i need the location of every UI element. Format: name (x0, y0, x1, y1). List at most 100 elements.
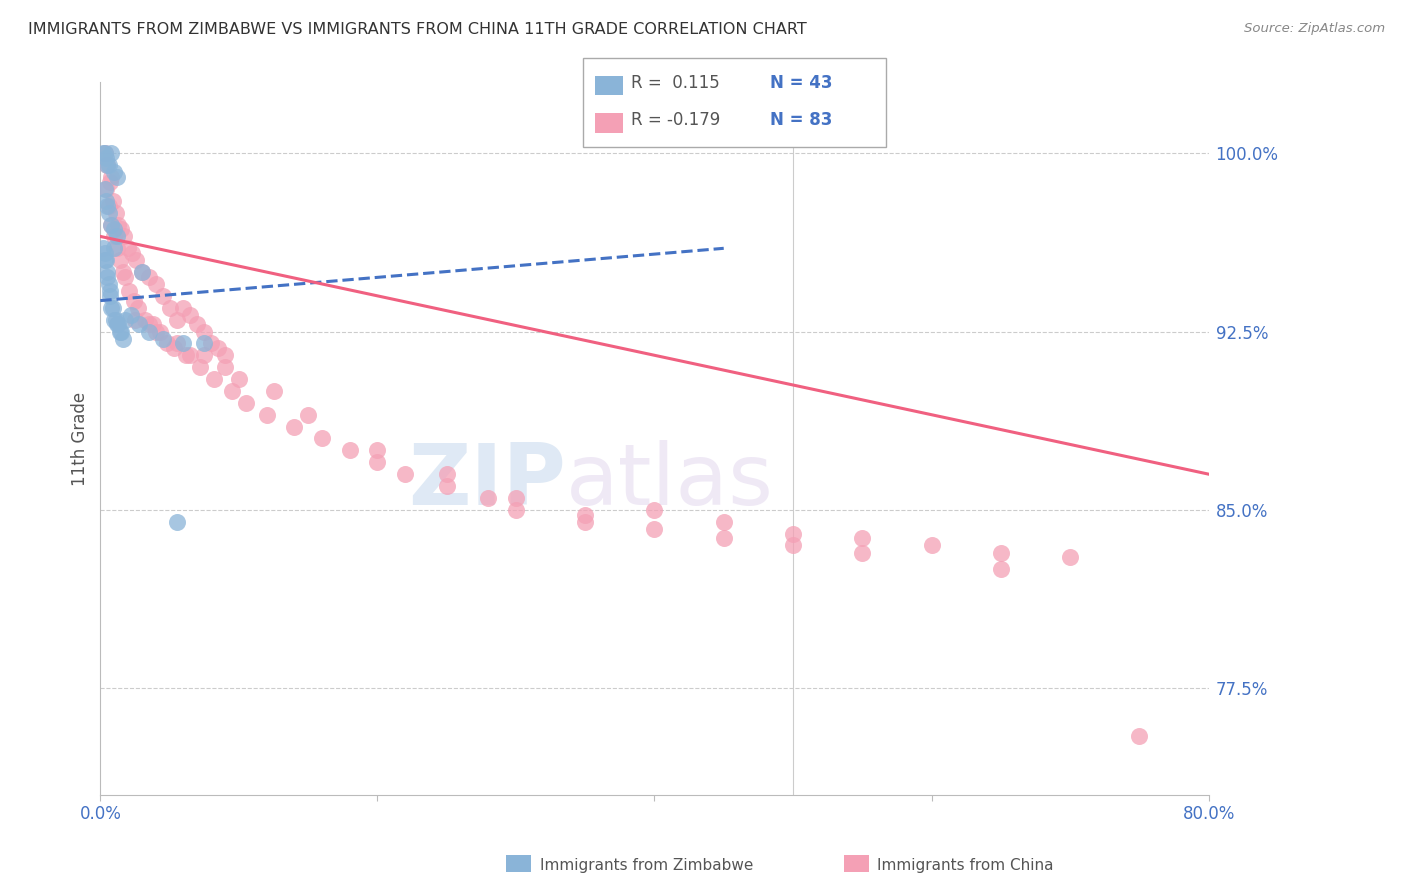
Point (505, 491, 527, 505)
Point (172, 301, 194, 315)
Point (93, 246, 115, 260)
Point (297, 408, 319, 422)
Point (166, 515, 188, 529)
Text: Source: ZipAtlas.com: Source: ZipAtlas.com (1244, 22, 1385, 36)
Point (145, 325, 167, 339)
Point (96, 198, 118, 212)
Point (202, 372, 225, 386)
Point (100, 169, 122, 184)
Point (93, 146, 115, 161)
Point (98, 284, 121, 298)
Point (163, 341, 186, 355)
Point (574, 515, 596, 529)
Point (179, 308, 201, 322)
Point (643, 503, 665, 517)
Point (505, 503, 527, 517)
Point (96, 269, 118, 284)
Point (366, 455, 388, 469)
Point (574, 508, 596, 522)
Point (138, 269, 160, 284)
Point (108, 325, 131, 339)
Point (311, 432, 333, 446)
Point (98, 289, 121, 303)
Point (200, 336, 222, 351)
Point (100, 218, 122, 232)
Point (128, 318, 150, 332)
Point (97, 277, 120, 291)
Point (263, 384, 285, 398)
Point (166, 312, 188, 326)
Point (193, 325, 215, 339)
Point (96, 158, 118, 172)
Text: ZIP: ZIP (408, 440, 565, 523)
Point (138, 325, 160, 339)
Point (105, 169, 128, 184)
Point (100, 218, 122, 232)
Point (713, 532, 735, 546)
Text: IMMIGRANTS FROM ZIMBABWE VS IMMIGRANTS FROM CHINA 11TH GRADE CORRELATION CHART: IMMIGRANTS FROM ZIMBABWE VS IMMIGRANTS F… (28, 22, 807, 37)
Point (96, 265, 118, 279)
Point (91, 241, 114, 255)
Point (93, 182, 115, 196)
Point (108, 253, 131, 268)
Point (131, 265, 153, 279)
Point (193, 348, 215, 362)
Point (1128, 729, 1150, 743)
Text: R = -0.179: R = -0.179 (631, 112, 720, 129)
Point (713, 515, 735, 529)
Text: atlas: atlas (565, 440, 773, 523)
Point (142, 318, 165, 332)
Point (214, 360, 236, 375)
Point (118, 284, 141, 298)
Point (366, 443, 388, 458)
Text: Immigrants from Zimbabwe: Immigrants from Zimbabwe (540, 858, 754, 872)
Point (152, 289, 174, 303)
Point (105, 318, 128, 332)
Point (97, 158, 120, 172)
Point (188, 360, 211, 375)
Point (782, 526, 804, 541)
Point (179, 348, 201, 362)
Point (121, 246, 143, 260)
Point (131, 265, 153, 279)
Point (127, 301, 149, 315)
Point (93, 253, 115, 268)
Point (114, 312, 136, 326)
Point (107, 318, 129, 332)
Point (221, 384, 243, 398)
Point (100, 301, 122, 315)
Text: N = 83: N = 83 (770, 112, 832, 129)
Point (186, 318, 208, 332)
Point (394, 467, 416, 482)
Point (851, 532, 873, 546)
Point (477, 491, 499, 505)
Text: Immigrants from China: Immigrants from China (877, 858, 1054, 872)
Point (105, 241, 128, 255)
Point (193, 336, 215, 351)
Point (125, 253, 148, 268)
Point (152, 332, 174, 346)
Point (103, 312, 125, 326)
Point (256, 408, 278, 422)
Point (990, 562, 1012, 576)
Point (94, 151, 117, 165)
Point (107, 218, 129, 232)
Text: N = 43: N = 43 (770, 74, 832, 92)
Point (97, 198, 120, 212)
Point (103, 229, 125, 244)
Text: R =  0.115: R = 0.115 (631, 74, 720, 92)
Point (172, 336, 194, 351)
Point (436, 479, 458, 493)
Point (851, 545, 873, 559)
Point (145, 277, 167, 291)
Point (94, 182, 117, 196)
Point (94, 194, 117, 208)
Point (101, 194, 124, 208)
Point (100, 146, 122, 161)
Point (138, 318, 160, 332)
Point (436, 467, 458, 482)
Point (110, 325, 132, 339)
Point (921, 538, 943, 552)
Point (93, 146, 115, 161)
Point (174, 348, 197, 362)
